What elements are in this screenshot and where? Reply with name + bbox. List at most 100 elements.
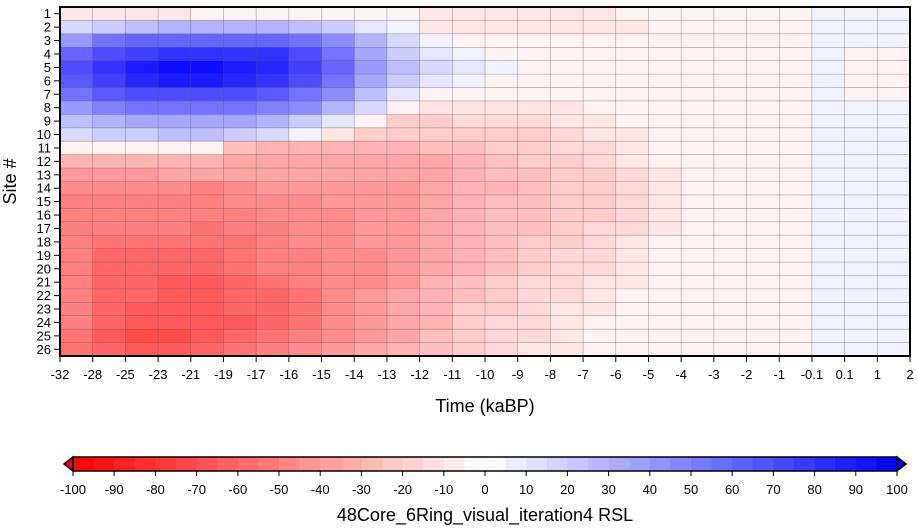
x-tick-label: 1 xyxy=(874,367,881,382)
heatmap-cell xyxy=(321,342,355,357)
heatmap-cell xyxy=(615,127,649,142)
heatmap-cell xyxy=(354,74,388,88)
heatmap-cell xyxy=(583,329,617,343)
heatmap-cell xyxy=(681,248,715,263)
colorbar-bin xyxy=(876,457,898,471)
heatmap-cell xyxy=(713,47,747,62)
heatmap-cell xyxy=(517,100,551,115)
heatmap-cell xyxy=(713,154,747,169)
heatmap-cell xyxy=(256,288,290,303)
x-tick-label: -14 xyxy=(345,367,364,382)
heatmap-cell xyxy=(746,302,780,317)
heatmap-cell xyxy=(92,288,126,303)
heatmap-cell xyxy=(713,208,747,223)
colorbar-bin xyxy=(835,457,857,471)
heatmap-cell xyxy=(125,315,159,330)
heatmap-cell xyxy=(60,100,94,115)
heatmap-cell xyxy=(158,47,192,62)
heatmap-cell xyxy=(877,315,911,330)
heatmap-cell xyxy=(256,168,290,182)
x-tick-label: -21 xyxy=(181,367,200,382)
heatmap-cell xyxy=(288,87,322,102)
heatmap-cell xyxy=(713,141,747,156)
heatmap-cell xyxy=(419,288,453,303)
heatmap-cell xyxy=(811,127,846,142)
colorbar-tick-label: -70 xyxy=(187,482,206,497)
heatmap-cell xyxy=(615,47,649,62)
colorbar-tick-label: -40 xyxy=(311,482,330,497)
heatmap-cell xyxy=(288,194,322,209)
colorbar-bin xyxy=(176,457,197,471)
y-tick-label: 23 xyxy=(37,302,51,317)
heatmap-cell xyxy=(583,342,617,357)
heatmap-cell xyxy=(517,275,551,290)
y-tick-label: 26 xyxy=(37,342,51,357)
heatmap-cell xyxy=(386,87,421,102)
heatmap-cell xyxy=(713,127,747,142)
heatmap-cell xyxy=(681,181,715,196)
heatmap-cell xyxy=(452,74,486,88)
heatmap-cell xyxy=(288,47,322,62)
heatmap-cell xyxy=(615,7,649,21)
heatmap-cell xyxy=(190,181,224,196)
colorbar-bin xyxy=(155,457,177,471)
x-tick-label: -25 xyxy=(116,367,135,382)
heatmap-cell xyxy=(877,87,911,102)
heatmap-cell xyxy=(779,100,813,115)
x-tick-label: -1 xyxy=(773,367,785,382)
heatmap-cell xyxy=(648,194,682,209)
heatmap-cell xyxy=(92,60,126,75)
heatmap-cell xyxy=(681,262,715,276)
heatmap-cell xyxy=(779,114,813,129)
heatmap-cell xyxy=(256,74,290,88)
y-tick-label: 12 xyxy=(37,154,51,169)
colorbar-bin xyxy=(629,457,651,471)
heatmap-cell xyxy=(321,87,355,102)
heatmap-cell xyxy=(550,342,584,357)
colorbar-bin xyxy=(752,457,774,471)
heatmap-cell xyxy=(681,329,715,343)
y-tick-label: 7 xyxy=(44,87,51,102)
heatmap-cell xyxy=(485,181,519,196)
heatmap-cell xyxy=(713,100,747,115)
heatmap-cell xyxy=(60,248,94,263)
heatmap-cell xyxy=(583,315,617,330)
heatmap-cell xyxy=(419,248,453,263)
colorbar-tick-label: -100 xyxy=(60,482,86,497)
heatmap-cell xyxy=(288,288,322,303)
colorbar-bin xyxy=(588,457,609,471)
heatmap-cell xyxy=(452,154,486,169)
heatmap-cell xyxy=(746,60,780,75)
heatmap-cell xyxy=(517,60,551,75)
heatmap-cell xyxy=(288,168,322,182)
heatmap-cell xyxy=(713,194,747,209)
x-axis-title: Time (kaBP) xyxy=(435,396,534,416)
x-tick-label: -7 xyxy=(577,367,589,382)
heatmap-cell xyxy=(550,154,584,169)
heatmap-cell xyxy=(92,248,126,263)
heatmap-cell xyxy=(615,114,649,129)
heatmap-cell xyxy=(386,208,421,223)
heatmap-cell xyxy=(517,235,551,250)
heatmap-cell xyxy=(713,20,747,35)
heatmap-cell xyxy=(256,114,290,129)
heatmap-cell xyxy=(321,275,355,290)
x-tick-label: -0.1 xyxy=(801,367,823,382)
heatmap-cell xyxy=(386,141,421,156)
heatmap-cell xyxy=(811,100,846,115)
heatmap-cell xyxy=(648,100,682,115)
heatmap-cell xyxy=(354,288,388,303)
heatmap-cell xyxy=(517,315,551,330)
heatmap-cell xyxy=(648,288,682,303)
heatmap-cell xyxy=(60,20,94,35)
heatmap-cell xyxy=(648,262,682,276)
heatmap-cell xyxy=(517,20,551,35)
heatmap-cell xyxy=(615,168,649,182)
heatmap-cell xyxy=(288,60,322,75)
colorbar-high-extension xyxy=(896,455,908,473)
heatmap-cell xyxy=(877,141,911,156)
colorbar-bin xyxy=(546,457,568,471)
heatmap-cell xyxy=(550,87,584,102)
heatmap-cell xyxy=(158,141,192,156)
heatmap-cell xyxy=(125,302,159,317)
